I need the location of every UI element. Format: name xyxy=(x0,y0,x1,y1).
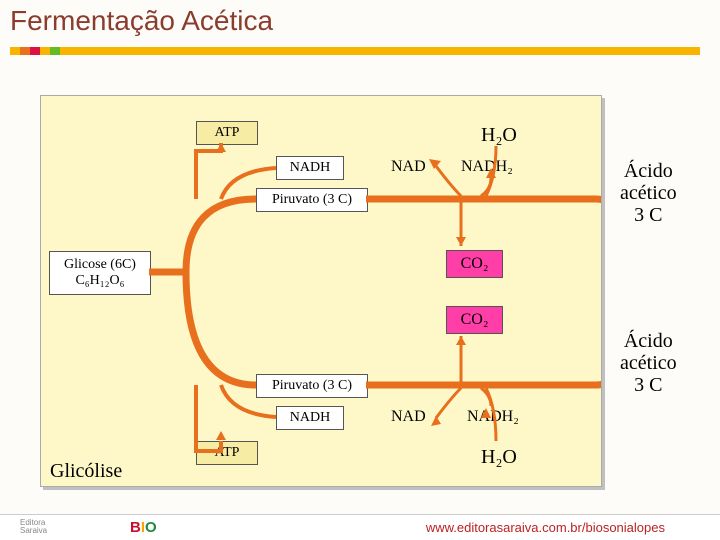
piruvato-label-top: Piruvato (3 C) xyxy=(272,192,352,208)
nadh-box-bottom: NADH xyxy=(276,406,344,430)
co2-box-top: CO₂ xyxy=(446,250,503,278)
nadh-label-bottom: NADH xyxy=(290,410,330,426)
footer-url: www.editorasaraiva.com.br/biosonialopes xyxy=(426,520,665,535)
slide-title: Fermentação Acética xyxy=(10,5,273,36)
nadh-box-top: NADH xyxy=(276,156,344,180)
h2o-label-top: H₂O xyxy=(481,124,517,147)
piruvato-label-bottom: Piruvato (3 C) xyxy=(272,378,352,394)
bio-logo: BIO xyxy=(130,519,157,536)
atp-box-top: ATP xyxy=(196,121,258,145)
slide: Fermentação Acética Glicose (6C) C₆H₁₂O₆… xyxy=(0,0,720,540)
piruvato-box-bottom: Piruvato (3 C) xyxy=(256,374,368,398)
title-bar: Fermentação Acética xyxy=(10,5,710,50)
diagram-canvas: Glicose (6C) C₆H₁₂O₆ ATP ATP NADH NADH P… xyxy=(40,95,602,487)
nadh2-label-bottom: NADH₂ xyxy=(467,408,519,426)
publisher-logo: Editora Saraiva xyxy=(20,519,47,535)
piruvato-box-top: Piruvato (3 C) xyxy=(256,188,368,212)
acido-label-bottom: Ácido acético 3 C xyxy=(620,330,677,396)
acido-label-top: Ácido acético 3 C xyxy=(620,160,677,226)
glicose-label-2: C₆H₁₂O₆ xyxy=(75,273,124,289)
atp-label-top: ATP xyxy=(215,125,240,141)
glicose-box: Glicose (6C) C₆H₁₂O₆ xyxy=(49,251,151,295)
co2-label-bottom: CO₂ xyxy=(461,311,489,329)
nad-label-top: NAD xyxy=(391,158,426,176)
co2-label-top: CO₂ xyxy=(461,255,489,273)
title-underline xyxy=(10,42,710,50)
atp-box-bottom: ATP xyxy=(196,441,258,465)
h2o-label-bottom: H₂O xyxy=(481,446,517,469)
glicose-label-1: Glicose (6C) xyxy=(64,257,136,273)
glicolise-label: Glicólise xyxy=(50,460,122,483)
atp-label-bottom: ATP xyxy=(215,445,240,461)
nad-label-bottom: NAD xyxy=(391,408,426,426)
nadh2-label-top: NADH₂ xyxy=(461,158,513,176)
nadh-label-top: NADH xyxy=(290,160,330,176)
co2-box-bottom: CO₂ xyxy=(446,306,503,334)
footer-bar: Editora Saraiva BIO www.editorasaraiva.c… xyxy=(0,514,720,540)
